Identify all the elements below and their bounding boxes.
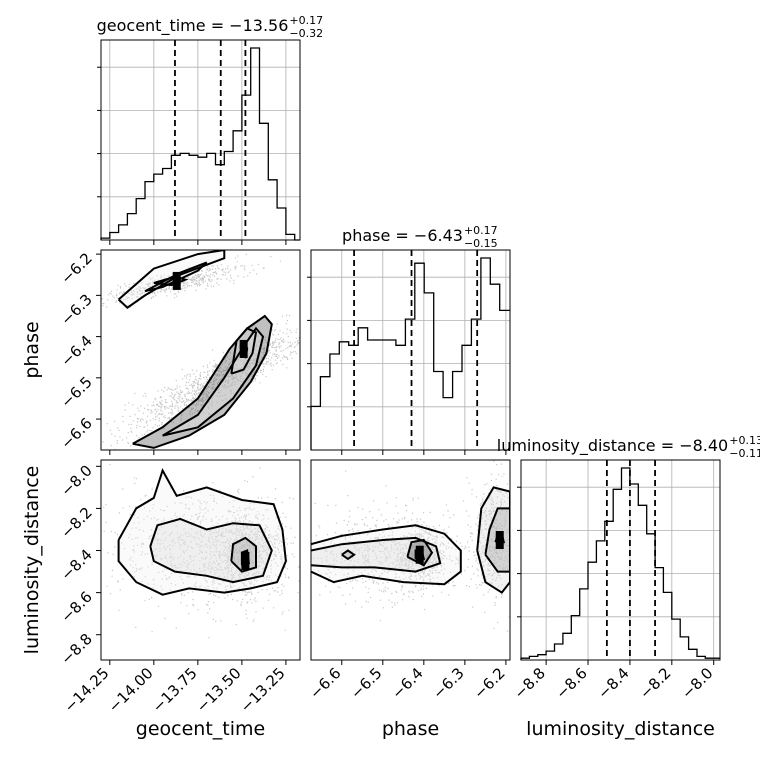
title-text: phase = −6.43	[342, 226, 463, 245]
x-axis-label-luminosity_distance: luminosity_distance	[526, 718, 715, 740]
y-tick-label: −6.2	[57, 249, 95, 287]
y-tick-label: −8.4	[57, 546, 95, 584]
contour-line	[476, 486, 510, 594]
contour-fill	[477, 487, 510, 593]
panel-frame	[310, 459, 511, 661]
contour-line	[149, 517, 273, 584]
contour-line	[117, 250, 226, 309]
panel-frame	[100, 39, 301, 241]
panel-frame	[100, 459, 301, 661]
contour-line	[230, 327, 258, 375]
x-tick-label: −14.25	[61, 664, 113, 716]
density-peak	[241, 552, 250, 571]
y-tick-label: −8.2	[57, 504, 95, 542]
x-axis-label-phase: phase	[382, 718, 439, 740]
density-peak	[239, 339, 248, 358]
x-tick-label: −13.25	[237, 664, 289, 716]
x-tick-label: −13.50	[193, 664, 245, 716]
y-tick-label: −6.4	[57, 332, 95, 370]
contour-line	[341, 549, 356, 561]
panel-title-luminosity_distance: luminosity_distance = −8.40 +0.13−0.11	[497, 434, 760, 460]
x-tick-label: −6.4	[388, 664, 426, 702]
panel-2d-geocent_time-vs-phase	[101, 250, 300, 450]
x-tick-label: −6.6	[306, 664, 344, 702]
title-minus: −0.15	[464, 237, 498, 250]
y-axis-label-luminosity_distance: luminosity_distance	[21, 466, 43, 655]
contour-line	[406, 538, 434, 567]
y-tick-label: −8.8	[57, 630, 95, 668]
contour-line	[311, 524, 462, 586]
density-peak	[495, 531, 504, 549]
x-tick-label: −8.0	[678, 664, 716, 702]
y-tick-label: −8.6	[57, 588, 95, 626]
x-tick-label: −14.00	[105, 664, 157, 716]
title-plus: +0.17	[289, 14, 323, 27]
x-tick-label: −8.2	[636, 664, 674, 702]
x-tick-label: −8.8	[510, 664, 548, 702]
x-tick-label: −6.3	[429, 664, 467, 702]
panel-title-phase: phase = −6.43 +0.17−0.15	[342, 224, 498, 250]
density-peak	[172, 271, 181, 290]
histogram-step	[520, 467, 720, 660]
histogram-step	[310, 257, 510, 450]
panel-2d-phase-vs-luminosity_distance	[311, 460, 510, 632]
contour-line	[230, 536, 257, 573]
title-minus: −0.11	[729, 447, 760, 460]
panel-hist-geocent_time	[97, 39, 301, 241]
panel-frame	[310, 249, 511, 451]
title-minus: −0.32	[289, 27, 323, 40]
contour-fill	[311, 537, 441, 572]
contour-line	[153, 275, 189, 287]
y-tick-label: −6.6	[57, 414, 95, 452]
contour-line	[162, 326, 265, 437]
y-axis-label-phase: phase	[21, 321, 43, 378]
panel-hist-phase	[307, 249, 511, 451]
scatter-samples	[103, 463, 300, 639]
contour-line	[132, 314, 273, 449]
contour-line	[311, 536, 442, 573]
title-text: luminosity_distance = −8.40	[497, 436, 728, 456]
x-tick-label: −13.75	[149, 664, 201, 716]
contour-line	[484, 507, 510, 573]
density-peak	[415, 545, 424, 564]
panel-frame	[520, 459, 721, 661]
y-tick-label: −6.3	[57, 290, 95, 328]
y-tick-label: −8.0	[57, 461, 95, 499]
title-text: geocent_time = −13.56	[97, 16, 289, 36]
panel-2d-geocent_time-vs-luminosity_distance	[103, 463, 300, 639]
panel-frame	[100, 249, 301, 451]
contour-fill	[132, 316, 272, 448]
title-plus: +0.13	[729, 434, 760, 447]
x-tick-label: −6.5	[347, 664, 385, 702]
x-tick-label: −6.2	[470, 664, 508, 702]
contour-line	[117, 468, 287, 596]
y-tick-label: −6.5	[57, 373, 95, 411]
title-plus: +0.17	[464, 224, 498, 237]
histogram-step	[100, 47, 300, 241]
x-axis-label-geocent_time: geocent_time	[136, 718, 265, 740]
panel-title-geocent_time: geocent_time = −13.56 +0.17−0.32	[97, 14, 324, 40]
x-tick-label: −8.6	[552, 664, 590, 702]
x-tick-label: −8.4	[594, 664, 632, 702]
panel-hist-luminosity_distance	[517, 459, 721, 661]
